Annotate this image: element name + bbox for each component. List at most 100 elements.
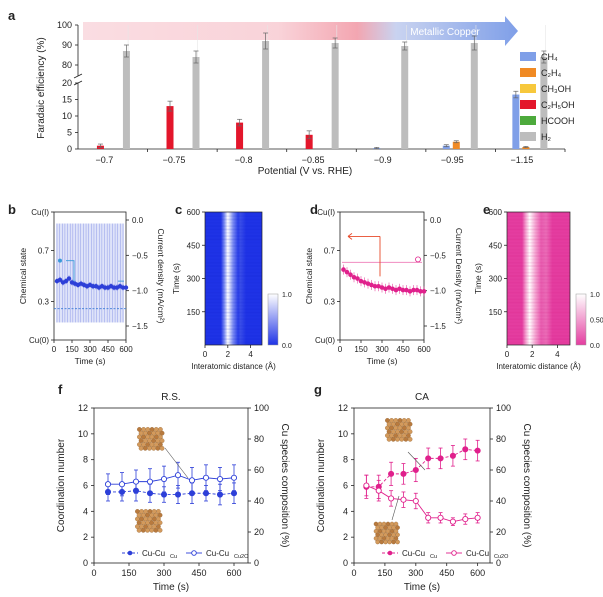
b-data-point [63,278,69,284]
c-y-tick-label: 150 [187,308,201,317]
d-left-tick-label: 0.7 [324,246,336,255]
a-break-mark-1 [73,73,83,79]
e-heatmap-row [507,285,570,287]
g-data-point-cu-cu [474,447,481,454]
g-y2-tick-label: 100 [496,403,511,413]
c-heatmap-row [205,238,262,241]
b-right-tick-label: −1.5 [132,322,148,331]
g-title: CA [415,392,429,403]
legend-swatch-C2H5OH [520,100,536,109]
f-x-tick-label: 450 [191,568,206,578]
d-data-point [348,272,353,278]
e-heatmap-row [507,258,570,261]
a-bar-C2H5OH [236,122,244,149]
g-x-tick-label: 600 [470,568,485,578]
g-y-tick-label: 2 [343,532,348,542]
panel-label-f: f [58,382,63,397]
e-heatmap-row [507,301,570,304]
f-y-tick-label: 0 [83,558,88,568]
g-data-point-cu-cu2o [425,514,432,521]
d-current-marker [415,256,421,263]
d-right-tick-label: −0.5 [430,251,446,260]
b-data-point [57,277,63,283]
c-heatmap-row [205,298,262,301]
d-arrow [347,233,381,277]
b-x-tick-label: 600 [119,345,133,354]
c-heatmap-row [205,275,262,277]
a-bar-H2 [192,57,200,149]
b-x-tick-label: 150 [65,345,79,354]
d-right-tick-label: −1.0 [430,287,446,296]
d-right-tick-label: 0.0 [430,216,442,225]
f-legend-marker-1 [127,550,133,556]
c-heatmap [205,212,262,345]
e-heatmap-row [507,251,570,254]
panel-label-a: a [8,8,16,23]
a-y-tick-label: 90 [62,40,72,50]
f-cluster-illustration-0 [137,427,165,451]
g-cluster-illustration-0-atom [390,436,396,442]
c-y-tick-label: 450 [187,241,201,250]
legend-swatch-CH3OH [520,84,536,93]
g-data-point-cu-cu2o [412,497,419,505]
banner-arrow [83,16,518,46]
d-right-axis-label: Current Density (mA/cm²) [454,228,464,325]
f-cluster-illustration-0-atom [142,445,148,451]
a-x-tick-label: −0.85 [302,155,325,165]
legend-swatch-CH4 [520,52,536,61]
g-data-point-cu-cu [462,446,469,453]
c-colorbar-tick: 1.0 [282,292,292,299]
f-x-tick-label: 150 [121,568,136,578]
b-right-tick-label: −0.5 [132,251,148,260]
f-y2-tick-label: 100 [254,403,269,413]
g-legend-label-1: Cu-Cu [402,549,425,558]
g-y2-label: Cu species composition (%) [521,424,532,548]
f-y2-tick-label: 40 [254,496,264,506]
c-x-label: Interatomic distance (Å) [191,362,276,371]
f-data-point-cu-cu2o [188,477,196,484]
g-cluster-illustration-0-atom [395,436,400,442]
b-left-tick-label: Cu(I) [31,208,49,217]
e-x-tick-label: 0 [505,350,510,359]
a-bar-H2 [331,43,339,149]
e-heatmap-row [507,255,570,257]
c-heatmap-row [205,305,262,307]
f-y2-tick-label: 60 [254,465,264,475]
g-cluster-illustration-0-atom [403,436,409,442]
c-heatmap-row [205,291,262,294]
b-right-axis-label: Current density (mA/cm²) [156,229,166,324]
f-data-point-cu-cu [174,491,182,498]
c-heatmap-row [205,228,262,231]
a-y-tick-label: 5 [67,128,72,138]
f-y2-tick-label: 0 [254,558,259,568]
f-x-label: Time (s) [153,582,189,593]
g-y-tick-label: 6 [343,481,348,491]
c-heatmap-row [205,335,262,337]
d-data-point [418,289,423,294]
c-heatmap-row [205,311,262,314]
g-y2-tick-label: 40 [496,496,506,506]
f-cluster-illustration-1-atom [149,527,155,533]
f-cluster-illustration-0-atom [159,445,165,451]
e-heatmap-row [507,338,570,341]
d-x-label: Time (s) [367,356,398,366]
g-x-label: Time (s) [404,582,440,593]
d-left-tick-label: Cu(I) [317,208,335,217]
b-left-tick-label: 0.3 [38,298,50,307]
a-bar-H2 [122,51,130,149]
f-data-point-cu-cu2o [146,478,154,485]
e-heatmap-row [507,331,570,334]
g-y-tick-label: 8 [343,455,348,465]
e-heatmap-row [507,335,570,337]
f-data-point-cu-cu [160,491,168,498]
e-heatmap-row [507,241,570,244]
f-y-tick-label: 6 [83,481,88,491]
e-heatmap-row [507,248,570,251]
c-heatmap-row [205,308,262,311]
a-x-label: Potential (V vs. RHE) [258,166,352,177]
g-data-point-cu-cu2o [474,514,481,521]
d-data-point [341,267,346,272]
c-heatmap-row [205,245,262,247]
c-heatmap-row [205,318,262,321]
g-data-point-cu-cu2o [375,487,382,494]
